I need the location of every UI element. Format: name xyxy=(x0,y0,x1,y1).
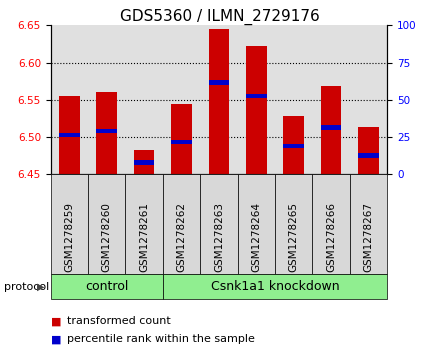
Bar xyxy=(358,127,379,174)
Bar xyxy=(246,45,267,174)
Text: GSM1278260: GSM1278260 xyxy=(102,203,112,272)
Text: ■: ■ xyxy=(51,334,61,344)
Bar xyxy=(209,81,229,85)
Bar xyxy=(59,132,80,137)
Bar xyxy=(358,154,379,158)
Text: protocol: protocol xyxy=(4,282,50,292)
Text: ■: ■ xyxy=(51,316,61,326)
Bar xyxy=(134,160,154,164)
Text: control: control xyxy=(85,280,128,293)
Bar xyxy=(96,129,117,133)
Text: GSM1278264: GSM1278264 xyxy=(251,202,261,272)
Text: GSM1278262: GSM1278262 xyxy=(176,202,187,272)
Text: GSM1278265: GSM1278265 xyxy=(289,202,299,272)
Bar xyxy=(171,140,192,144)
Bar xyxy=(134,150,154,174)
Text: GSM1278266: GSM1278266 xyxy=(326,202,336,272)
Text: Csnk1a1 knockdown: Csnk1a1 knockdown xyxy=(211,280,339,293)
Text: GDS5360 / ILMN_2729176: GDS5360 / ILMN_2729176 xyxy=(120,9,320,25)
Bar xyxy=(283,116,304,174)
Bar xyxy=(209,29,229,174)
Text: GSM1278263: GSM1278263 xyxy=(214,202,224,272)
Text: GSM1278259: GSM1278259 xyxy=(64,202,74,272)
Text: GSM1278267: GSM1278267 xyxy=(363,202,374,272)
Text: GSM1278261: GSM1278261 xyxy=(139,202,149,272)
Bar xyxy=(171,103,192,174)
Bar xyxy=(96,93,117,174)
Bar xyxy=(321,86,341,174)
Bar xyxy=(321,125,341,130)
Bar xyxy=(246,94,267,98)
Bar xyxy=(59,96,80,174)
Text: percentile rank within the sample: percentile rank within the sample xyxy=(67,334,255,344)
Text: transformed count: transformed count xyxy=(67,316,171,326)
Bar xyxy=(283,144,304,148)
Text: ▶: ▶ xyxy=(37,282,45,292)
